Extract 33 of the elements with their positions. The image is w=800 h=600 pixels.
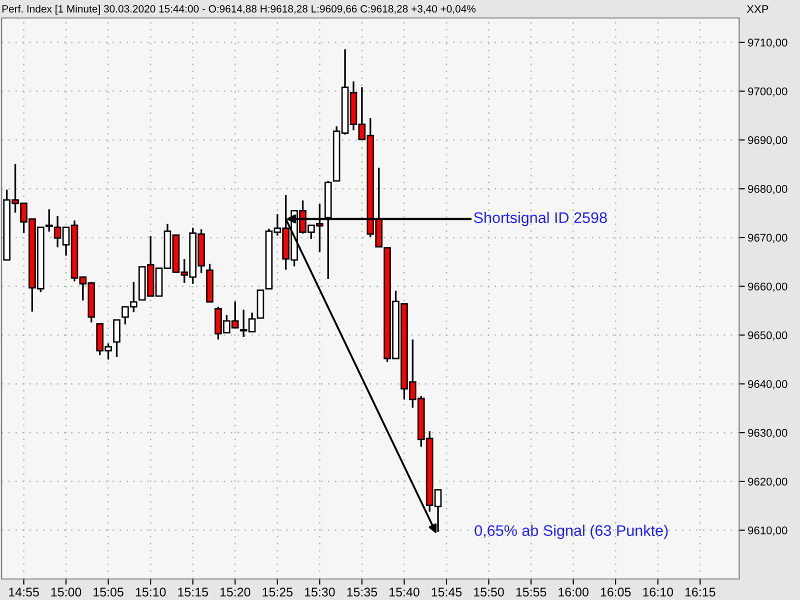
y-tick-label: 9710,00 <box>748 38 788 48</box>
annotation: 0,65% ab Signal (63 Punkte) <box>474 524 668 539</box>
y-tick-label: 9700,00 <box>748 87 788 97</box>
x-tick-label: 15:50 <box>474 588 504 597</box>
x-tick-label: 15:00 <box>51 588 82 597</box>
y-tick-label: 9640,00 <box>748 380 788 390</box>
y-tick-label: 9680,00 <box>748 185 788 194</box>
x-tick-label: 15:20 <box>220 588 250 597</box>
y-tick-label: 9620,00 <box>748 478 788 487</box>
annotation: Shortsignal ID 2598 <box>474 212 607 226</box>
x-tick-label: 15:10 <box>136 588 166 597</box>
x-tick-label: 15:05 <box>94 588 124 597</box>
y-tick-label: 9650,00 <box>748 331 788 341</box>
x-tick-label: 15:35 <box>347 588 378 597</box>
x-tick-label: 14:55 <box>9 588 39 597</box>
x-tick-label: 15:25 <box>262 588 293 597</box>
x-tick-label: 15:30 <box>304 588 335 597</box>
y-tick-label: 9610,00 <box>748 526 788 536</box>
x-tick-label: 16:05 <box>600 588 631 597</box>
y-tick-label: 9630,00 <box>748 428 788 438</box>
x-tick-label: 16:00 <box>558 588 588 597</box>
candlestick <box>113 319 120 358</box>
y-tick-label: 9660,00 <box>748 282 788 292</box>
x-tick-label: 15:55 <box>516 588 546 597</box>
x-tick-label: 15:45 <box>432 588 462 597</box>
y-tick-label: 9670,00 <box>748 234 788 243</box>
x-tick-label: 16:15 <box>685 588 716 597</box>
x-tick-label: 16:10 <box>643 588 674 597</box>
x-tick-label: 15:40 <box>390 588 420 597</box>
x-tick-label: 15:15 <box>178 588 208 597</box>
chart-title: Perf. Index [1 Minute] 30.03.2020 15:44:00 - O:9614,88 H:9618,28 L:9609,66 C:9618,28 +3,40 +0,04% <box>2 4 476 15</box>
text: XXP <box>746 5 768 13</box>
y-tick-label: 9690,00 <box>748 136 788 146</box>
